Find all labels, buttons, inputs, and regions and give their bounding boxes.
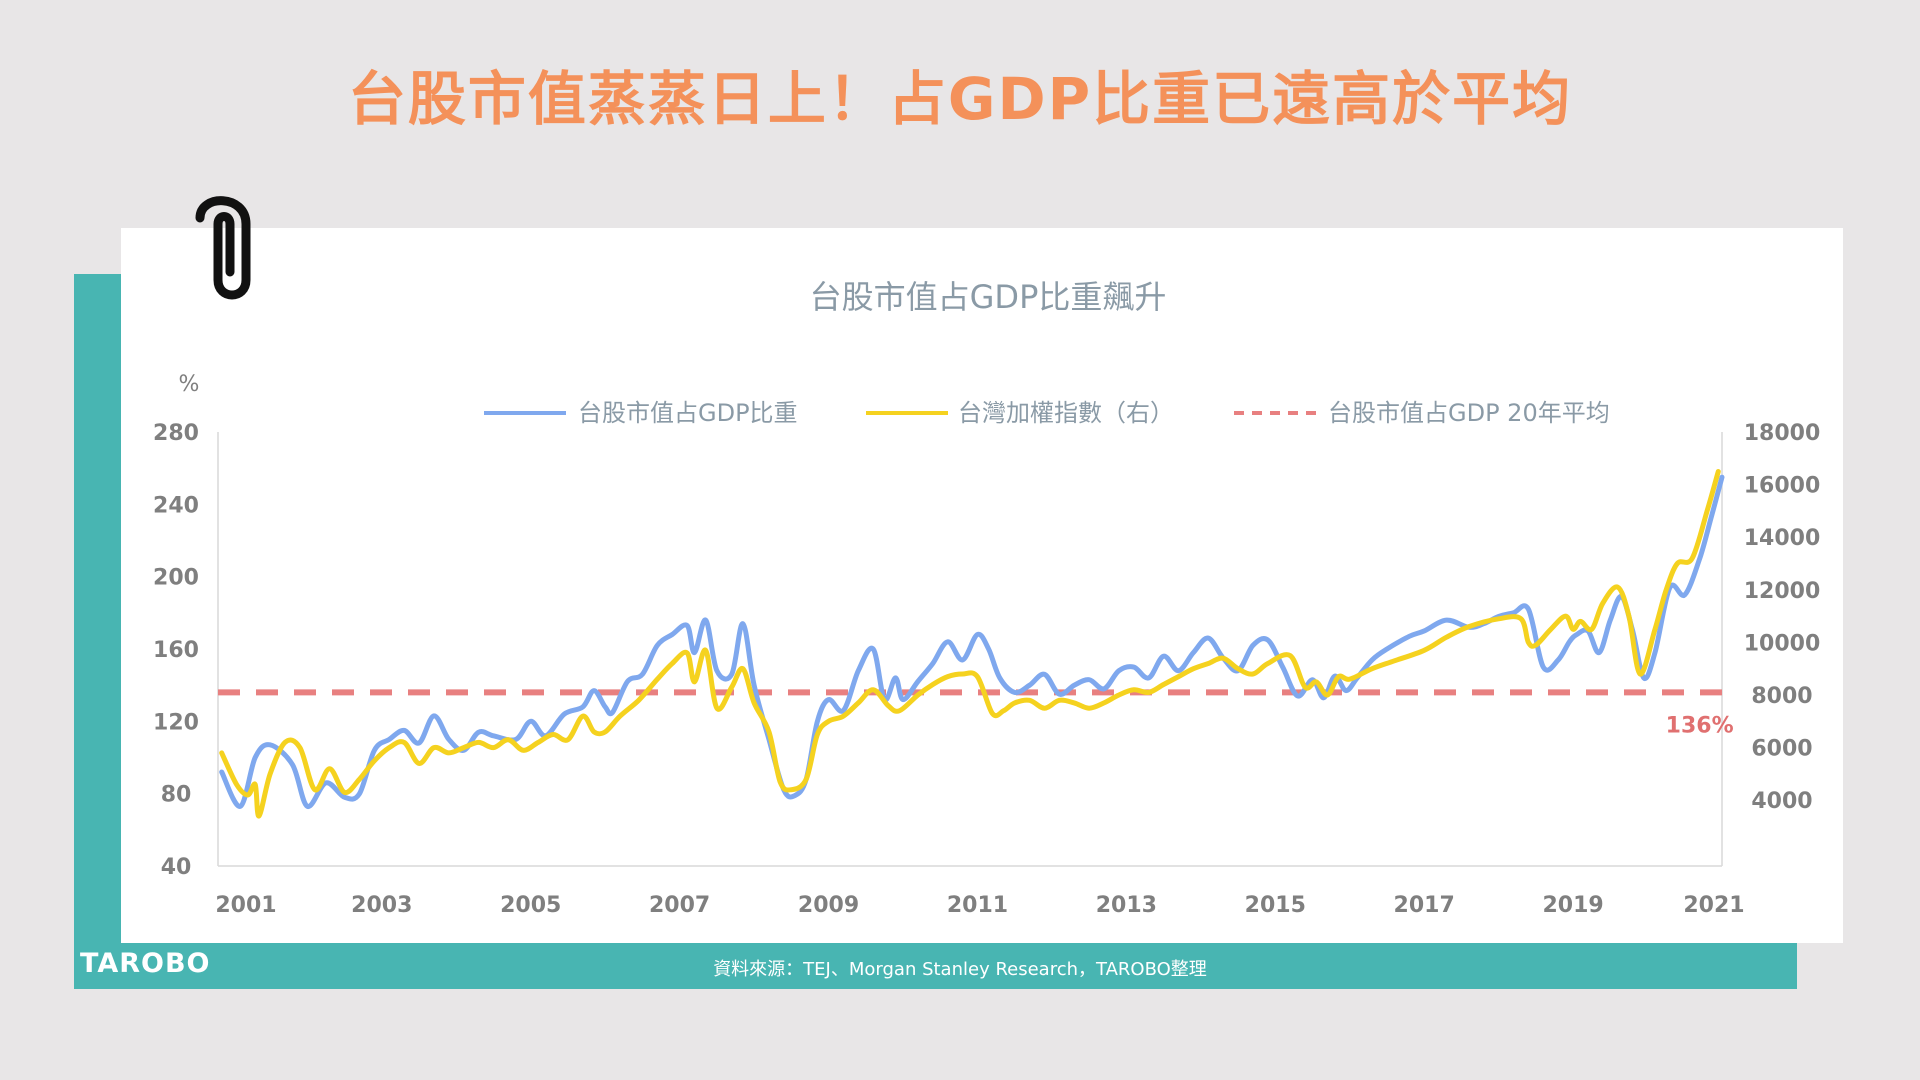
x-tick-label: 2011 bbox=[947, 893, 1008, 918]
legend-taiex-index: 台灣加權指數（右） bbox=[866, 399, 1174, 427]
y-right-tick-label: 6000 bbox=[1751, 737, 1812, 762]
legend-twenty-year-average: 台股市值占GDP 20年平均 bbox=[1234, 399, 1610, 427]
average-annotation-label: 136% bbox=[1666, 713, 1734, 738]
legend-taiex-index-label: 台灣加權指數（右） bbox=[958, 399, 1174, 427]
y-left-tick-label: 40 bbox=[161, 855, 192, 880]
taiex-index-line bbox=[219, 469, 1721, 819]
y-left-tick-label: 120 bbox=[153, 710, 199, 735]
y-left-tick-label: 240 bbox=[153, 493, 199, 518]
y-left-tick-label: 280 bbox=[153, 421, 199, 446]
x-tick-label: 2009 bbox=[798, 893, 859, 918]
y-right-tick-label: 18000 bbox=[1744, 421, 1821, 446]
y-right-tick-label: 16000 bbox=[1744, 474, 1821, 499]
x-tick-label: 2013 bbox=[1096, 893, 1157, 918]
x-tick-label: 2021 bbox=[1683, 893, 1744, 918]
paperclip-icon bbox=[195, 196, 251, 300]
y-right-tick-label: 4000 bbox=[1751, 789, 1812, 814]
tarobo-logo: TAROBO bbox=[80, 948, 211, 979]
y-left-tick-label: 160 bbox=[153, 638, 199, 663]
x-tick-label: 2001 bbox=[215, 893, 276, 918]
x-tick-label: 2005 bbox=[500, 893, 561, 918]
y-right-tick-label: 12000 bbox=[1744, 579, 1821, 604]
legend-share-of-gdp-label: 台股市值占GDP比重 bbox=[578, 399, 798, 427]
x-tick-label: 2007 bbox=[649, 893, 710, 918]
y-left-tick-label: 80 bbox=[161, 783, 192, 808]
y-left-tick-label: 200 bbox=[153, 566, 199, 591]
share-of-gdp-line bbox=[219, 474, 1725, 809]
source-note: 資料來源：TEJ、Morgan Stanley Research，TAROBO整… bbox=[713, 959, 1207, 980]
y-axis-left-label: % bbox=[179, 372, 200, 397]
y-right-tick-label: 14000 bbox=[1744, 526, 1821, 551]
x-tick-label: 2015 bbox=[1245, 893, 1306, 918]
chart-title: 台股市值占GDP比重飆升 bbox=[810, 278, 1167, 316]
headline: 台股市值蒸蒸日上！占GDP比重已遠高於平均 bbox=[347, 65, 1573, 133]
x-tick-label: 2003 bbox=[351, 893, 412, 918]
y-right-tick-label: 8000 bbox=[1751, 684, 1812, 709]
chart-card bbox=[121, 228, 1843, 943]
legend-share-of-gdp: 台股市值占GDP比重 bbox=[484, 399, 798, 427]
x-tick-label: 2017 bbox=[1394, 893, 1455, 918]
legend-twenty-year-average-label: 台股市值占GDP 20年平均 bbox=[1328, 399, 1610, 427]
x-tick-label: 2019 bbox=[1542, 893, 1603, 918]
y-right-tick-label: 10000 bbox=[1744, 631, 1821, 656]
